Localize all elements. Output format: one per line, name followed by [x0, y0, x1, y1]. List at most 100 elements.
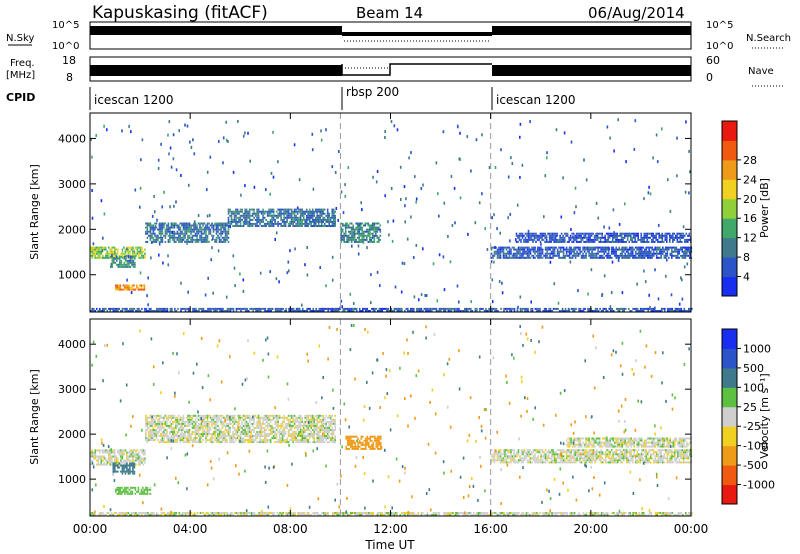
- power-band-2: [115, 284, 146, 291]
- velocity-colorbar-tick-label-3: -25: [743, 420, 761, 433]
- power-band-7: [515, 232, 692, 243]
- freq-trace-3: [492, 65, 691, 76]
- power-colorbar-swatch-1: [722, 257, 737, 278]
- cpid-segment-2: rbsp 200: [346, 85, 399, 99]
- power-ytick-label-1: 2000: [58, 223, 86, 236]
- velocity-colorbar-tick-label-7: 1000: [743, 342, 771, 355]
- velocity-colorbar-tick-label-5: 100: [743, 381, 764, 394]
- velocity-scatter: [91, 324, 692, 515]
- x-tick-label-1: 04:00: [173, 522, 208, 536]
- date-title: 06/Aug/2014: [588, 4, 685, 22]
- velocity-colorbar-swatch-1: [722, 465, 737, 486]
- velocity-ytick-label-0: 1000: [58, 473, 86, 486]
- nave-ytick-bottom: 0: [706, 71, 713, 84]
- nsearch-label: N.Search: [746, 33, 791, 44]
- power-colorbar-swatch-5: [722, 179, 737, 200]
- power-band-5: [340, 222, 382, 243]
- velocity-colorbar-label: Velocity [m s⁻¹]: [758, 373, 771, 458]
- power-panel: 1000 2000 3000 4000 Slant Range [km]: [28, 112, 693, 313]
- nsky-trace-2: [342, 32, 492, 36]
- nave-label: Nave: [748, 66, 774, 77]
- power-band-3: [145, 222, 230, 243]
- cpid-segment-1: icescan 1200: [94, 93, 173, 107]
- velocity-band-7: [90, 512, 693, 516]
- velocity-panel: 1000 2000 3000 4000 Slant Range [km]: [28, 318, 693, 517]
- power-band-1: [110, 255, 136, 268]
- x-tick-label-0: 00:00: [73, 522, 108, 536]
- power-colorbar-label: Power [dB]: [758, 178, 771, 238]
- nsky-ytick-top: 10^5: [52, 20, 79, 31]
- power-colorbar: 4 8 12 16 20 24 28 Power [dB]: [721, 120, 771, 297]
- cpid-segment-3: icescan 1200: [496, 93, 575, 107]
- velocity-colorbar-swatch-6: [722, 367, 737, 388]
- nsky-trace-3: [492, 26, 691, 35]
- freq-ytick-top: 18: [62, 54, 76, 67]
- freq-ytick-bottom: 8: [66, 71, 73, 84]
- beam-title: Beam 14: [356, 4, 423, 22]
- velocity-tick-layer: 1000 2000 3000 4000: [58, 338, 691, 486]
- velocity-data-layer: [90, 319, 693, 516]
- velocity-band-5: [490, 449, 693, 464]
- velocity-colorbar-swatch-0: [722, 484, 737, 505]
- power-band-0: [90, 246, 146, 259]
- velocity-colorbar-tick-label-2: -100: [743, 440, 768, 453]
- nave-ytick-top: 60: [706, 54, 720, 67]
- power-ytick-label-3: 4000: [58, 132, 86, 145]
- velocity-ytick-label-3: 4000: [58, 338, 86, 351]
- nsearch-ytick-bottom: 10^0: [706, 41, 733, 52]
- power-colorbar-tick-label-1: 8: [743, 251, 750, 264]
- power-colorbar-swatch-6: [722, 159, 737, 180]
- velocity-colorbar-tick-label-0: -1000: [743, 479, 775, 492]
- power-colorbar-tick-label-3: 16: [743, 212, 757, 225]
- power-ylabel: Slant Range [km]: [28, 164, 41, 260]
- power-tick-layer: 1000 2000 3000 4000: [58, 132, 691, 282]
- velocity-band-6: [565, 437, 693, 448]
- velocity-ylabel: Slant Range [km]: [28, 369, 41, 465]
- x-tick-label-3: 12:00: [373, 522, 408, 536]
- freq-trace-1: [90, 65, 342, 76]
- velocity-colorbar-swatch-2: [722, 445, 737, 466]
- power-colorbar-tick-label-2: 12: [743, 232, 757, 245]
- velocity-colorbar-swatch-8: [722, 329, 737, 349]
- velocity-ytick-label-2: 3000: [58, 383, 86, 396]
- velocity-colorbar-tick-label-1: -500: [743, 459, 768, 472]
- freq-label-1: Freq.: [10, 58, 35, 69]
- nsky-label: N.Sky: [6, 33, 34, 44]
- velocity-colorbar-frame: [721, 328, 738, 505]
- velocity-colorbar-swatch-7: [722, 348, 737, 369]
- power-colorbar-swatch-3: [722, 218, 737, 239]
- site-title: Kapuskasing (fitACF): [92, 3, 268, 23]
- power-colorbar-swatch-0: [722, 276, 737, 297]
- x-tick-label-6: 00:00: [674, 522, 709, 536]
- power-band-4: [227, 208, 336, 227]
- velocity-colorbar-swatch-3: [722, 426, 737, 447]
- x-axis-label: Time UT: [364, 538, 415, 552]
- x-axis: 00:00 04:00 08:00 12:00 16:00 20:00 00:00: [73, 113, 709, 536]
- nsky-trace-1: [90, 26, 342, 35]
- power-colorbar-tick-label-6: 28: [743, 154, 757, 167]
- power-colorbar-swatch-2: [722, 237, 737, 258]
- power-band-6: [490, 246, 693, 259]
- nsky-panel: [89, 21, 692, 50]
- power-colorbar-tick-label-0: 4: [743, 271, 750, 284]
- velocity-band-1: [112, 462, 136, 475]
- power-frame: [89, 112, 692, 313]
- velocity-colorbar-swatch-4: [722, 406, 737, 427]
- power-colorbar-swatch-4: [722, 198, 737, 219]
- x-tick-label-2: 08:00: [273, 522, 308, 536]
- velocity-ytick-label-1: 2000: [58, 428, 86, 441]
- velocity-colorbar: -1000 -500 -100 -25 25 100 500 1000 Velocity [m…: [721, 328, 775, 505]
- power-colorbar-swatch-7: [722, 140, 737, 161]
- power-band-8: [90, 307, 693, 312]
- power-colorbar-swatch-8: [722, 121, 737, 141]
- power-data-layer: [90, 113, 693, 312]
- power-ytick-label-0: 1000: [58, 269, 86, 282]
- power-scatter: [90, 118, 691, 312]
- nsky-ytick-bottom: 10^0: [52, 41, 79, 52]
- power-colorbar-tick-label-5: 24: [743, 173, 757, 186]
- nave-trace: [341, 63, 492, 76]
- x-tick-label-4: 16:00: [473, 522, 508, 536]
- velocity-colorbar-tick-label-6: 500: [743, 362, 764, 375]
- x-tick-label-5: 20:00: [574, 522, 609, 536]
